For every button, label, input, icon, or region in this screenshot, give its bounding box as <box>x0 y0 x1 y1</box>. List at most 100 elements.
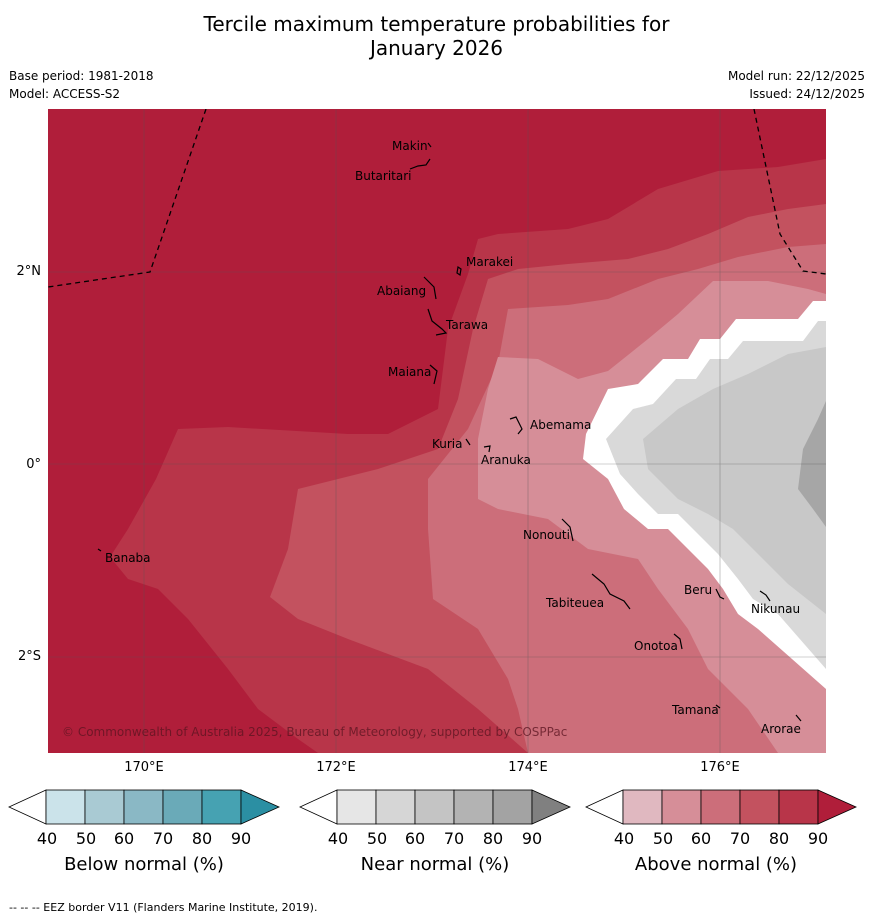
colorbar-segment <box>492 789 533 825</box>
makin-outline <box>427 142 432 148</box>
nikunau-outline <box>759 590 771 602</box>
eez-border <box>48 109 826 288</box>
place-label: Banaba <box>105 551 151 565</box>
place-label: Arorae <box>761 722 801 736</box>
lat-label: 0° <box>26 457 41 472</box>
colorbar-tick: 40 <box>613 829 635 848</box>
colorbar-extension-high <box>531 789 571 825</box>
place-label: Abaiang <box>377 284 427 298</box>
tamana-outline <box>715 704 721 709</box>
eez-footnote: -- -- -- EEZ border V11 (Flanders Marine… <box>9 901 318 914</box>
colorbar-tick: 90 <box>521 829 543 848</box>
colorbar-segment <box>661 789 702 825</box>
lon-label: 176°E <box>700 760 740 775</box>
place-label: Beru <box>684 583 713 597</box>
place-label: Tarawa <box>446 318 489 332</box>
colorbar-tick: 50 <box>366 829 388 848</box>
lat-label: 2°N <box>16 264 42 279</box>
colorbar-below-normal <box>8 786 280 830</box>
island-outlines <box>97 142 802 722</box>
base-period: Base period: 1981-2018 <box>9 69 154 83</box>
colorbar-near-svg <box>299 789 571 825</box>
tarawa-outline <box>427 308 448 336</box>
lon-label: 170°E <box>124 760 164 775</box>
grid-lines <box>48 109 826 753</box>
map-svg <box>48 109 826 753</box>
colorbar-segment <box>336 789 377 825</box>
nonouti-outline <box>561 518 574 542</box>
colorbar-tick: 40 <box>36 829 58 848</box>
colorbar-tick: 60 <box>113 829 135 848</box>
colorbar-segment <box>375 789 416 825</box>
colorbar-tick: 60 <box>404 829 426 848</box>
lon-label: 174°E <box>508 760 548 775</box>
colorbar-segment <box>700 789 741 825</box>
colorbar-extension-high <box>817 789 857 825</box>
arorae-outline <box>795 714 802 722</box>
banaba-outline <box>97 548 102 552</box>
colorbar-title-near: Near normal (%) <box>360 854 510 875</box>
model-run: Model run: 22/12/2025 <box>727 69 865 83</box>
tabiteuea-outline <box>591 573 631 610</box>
colorbar-segment <box>162 789 203 825</box>
colorbar-tick: 90 <box>230 829 252 848</box>
title-line-2: January 2026 <box>369 36 504 60</box>
colorbar-extension-high <box>240 789 280 825</box>
colorbar-tick: 70 <box>443 829 465 848</box>
colorbar-extension-low <box>585 789 624 825</box>
colorbar-tick: 80 <box>191 829 213 848</box>
colorbar-title-above: Above normal (%) <box>634 854 798 875</box>
colorbar-tick: 60 <box>690 829 712 848</box>
place-label: Tamana <box>672 703 719 717</box>
kuria-outline <box>465 438 471 446</box>
colorbar-near-normal <box>299 786 571 830</box>
colorbar-segment <box>201 789 242 825</box>
colorbar-tick: 40 <box>327 829 349 848</box>
place-label: Aranuka <box>481 453 531 467</box>
model-name: Model: ACCESS-S2 <box>9 87 121 101</box>
place-label: Onotoa <box>634 639 678 653</box>
place-label: Kuria <box>432 437 463 451</box>
copyright-text: © Commonwealth of Australia 2025, Bureau… <box>62 725 568 739</box>
colorbar-tick: 90 <box>807 829 829 848</box>
title-line-1: Tercile maximum temperature probabilitie… <box>203 12 670 36</box>
probability-map[interactable] <box>48 109 826 753</box>
beru-outline <box>715 588 725 600</box>
lon-label: 172°E <box>316 760 356 775</box>
aranuka-outline <box>483 445 491 453</box>
colorbar-segment <box>84 789 125 825</box>
colorbar-segment <box>414 789 455 825</box>
place-label: Makin <box>392 139 428 153</box>
colorbar-segment <box>123 789 164 825</box>
maiana-outline <box>429 364 438 385</box>
colorbar-segment <box>778 789 819 825</box>
issued-date: Issued: 24/12/2025 <box>749 87 865 101</box>
place-label: Nonouti <box>523 528 570 542</box>
colorbar-tick: 70 <box>152 829 174 848</box>
place-label: Abemama <box>530 418 592 432</box>
region-near-60 <box>643 347 826 614</box>
marakei-outline <box>456 265 462 277</box>
meta-right: Model run: 22/12/2025 Issued: 24/12/2025 <box>728 67 865 103</box>
abemama-outline <box>509 416 523 435</box>
lat-label: 2°S <box>17 649 41 664</box>
meta-left: Base period: 1981-2018 Model: ACCESS-S2 <box>9 67 154 103</box>
colorbar-segment <box>45 789 86 825</box>
colorbar-tick: 70 <box>729 829 751 848</box>
colorbar-tick: 80 <box>482 829 504 848</box>
place-label: Butaritari <box>355 169 412 183</box>
colorbar-segment <box>739 789 780 825</box>
colorbar-extension-low <box>8 789 47 825</box>
place-label: Tabiteuea <box>546 596 605 610</box>
butaritari-outline <box>409 158 431 170</box>
colorbar-tick: 80 <box>768 829 790 848</box>
colorbar-segment <box>622 789 663 825</box>
colorbar-above-normal <box>585 786 857 830</box>
colorbar-extension-low <box>299 789 338 825</box>
place-label: Nikunau <box>751 602 801 616</box>
colorbar-below-svg <box>8 789 280 825</box>
colorbar-tick: 50 <box>652 829 674 848</box>
colorbar-segment <box>453 789 494 825</box>
abaiang-outline <box>423 276 437 300</box>
colorbar-tick: 50 <box>75 829 97 848</box>
